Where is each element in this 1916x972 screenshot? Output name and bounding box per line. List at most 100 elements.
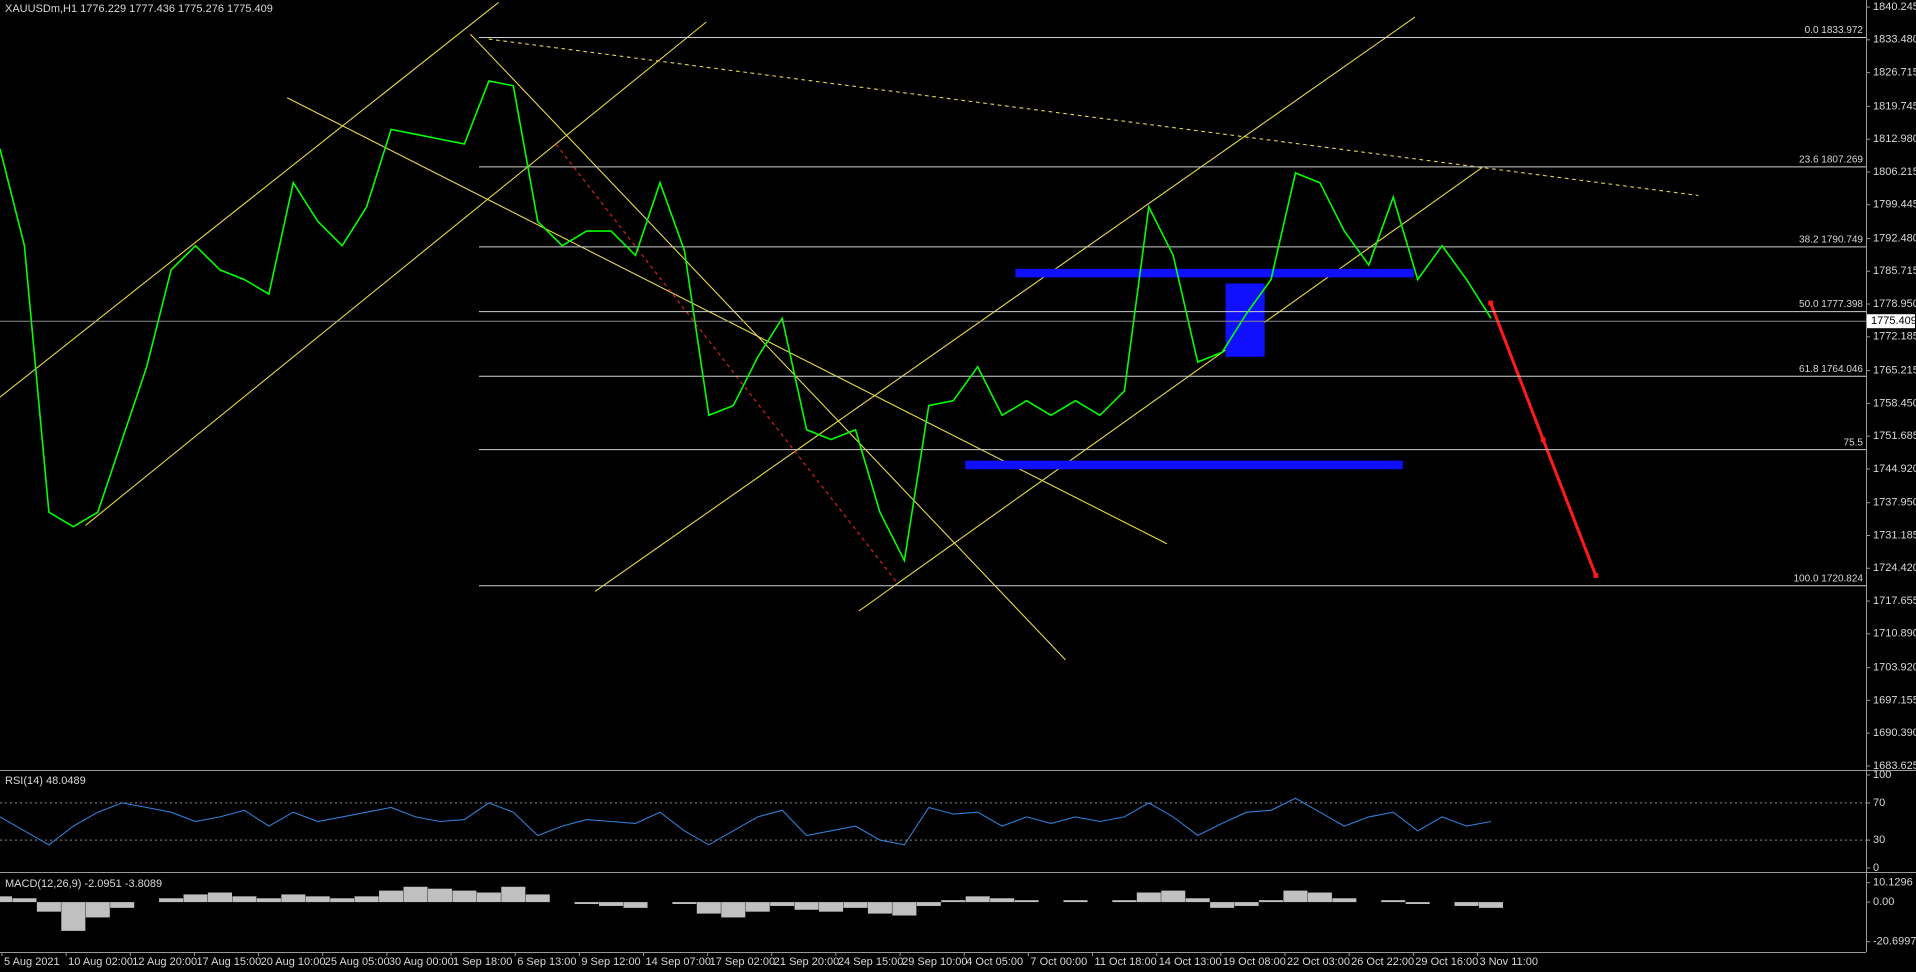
y-tick-label: -20.6997 bbox=[1873, 936, 1916, 948]
histogram-bar bbox=[721, 902, 746, 918]
y-tick-label: 1737.950 bbox=[1873, 497, 1916, 509]
histogram-bar bbox=[867, 902, 892, 914]
drawings bbox=[0, 2, 1699, 661]
y-tick-label: 1785.715 bbox=[1873, 265, 1916, 277]
time-label: 17 Sep 02:00 bbox=[710, 956, 775, 968]
histogram-bar bbox=[1381, 900, 1406, 903]
histogram-bar bbox=[990, 898, 1015, 903]
dashed-red-line bbox=[555, 143, 899, 585]
histogram-bar bbox=[672, 902, 697, 905]
histogram-bar bbox=[452, 890, 477, 903]
histogram-bar bbox=[696, 902, 721, 914]
histogram-bar bbox=[354, 896, 379, 903]
histogram-bar bbox=[965, 896, 990, 903]
y-tick-label: 1772.185 bbox=[1873, 331, 1916, 343]
y-tick-label: 1697.155 bbox=[1873, 694, 1916, 706]
channel-line bbox=[594, 16, 1416, 592]
histogram-bar bbox=[574, 902, 599, 905]
y-tick-label: 1703.920 bbox=[1873, 662, 1916, 674]
histogram-bar bbox=[159, 898, 184, 903]
panel-title: MACD(12,26,9) -2.0951 -3.8089 bbox=[5, 878, 162, 890]
time-label: 21 Sep 20:00 bbox=[774, 956, 839, 968]
histogram-bar bbox=[427, 888, 452, 903]
histogram-bar bbox=[281, 894, 306, 903]
y-tick-label: 0 bbox=[1873, 862, 1879, 874]
y-tick-label: 1819.745 bbox=[1873, 100, 1916, 112]
time-label: 4 Oct 05:00 bbox=[966, 956, 1023, 968]
channel-line bbox=[470, 33, 1066, 661]
histogram-bar bbox=[1332, 898, 1357, 903]
y-tick-label: 1792.480 bbox=[1873, 232, 1916, 244]
histogram-bar bbox=[403, 886, 428, 903]
time-label: 6 Sep 13:00 bbox=[517, 956, 576, 968]
arrow-node bbox=[1540, 437, 1546, 443]
histogram-bar bbox=[256, 898, 281, 903]
series-line bbox=[0, 79, 1492, 564]
histogram-bar bbox=[1478, 902, 1504, 908]
fib-label: 38.2 1790.749 bbox=[1799, 235, 1863, 246]
y-tick-label: 1812.980 bbox=[1873, 133, 1916, 145]
y-tick-label: 10.1296 bbox=[1873, 877, 1913, 889]
y-tick-label: 1765.215 bbox=[1873, 365, 1916, 377]
time-label: 17 Aug 15:00 bbox=[196, 956, 261, 968]
histogram-bar bbox=[1405, 902, 1430, 905]
histogram-bar bbox=[232, 896, 257, 903]
channel-line bbox=[0, 2, 499, 398]
channel-line bbox=[858, 166, 1483, 612]
time-label: 19 Oct 08:00 bbox=[1223, 956, 1286, 968]
zone bbox=[1015, 268, 1414, 278]
time-label: 14 Oct 13:00 bbox=[1159, 956, 1222, 968]
arrow-node bbox=[1488, 300, 1494, 306]
histogram-bar bbox=[819, 902, 844, 912]
time-label: 11 Oct 18:00 bbox=[1095, 956, 1157, 968]
histogram-bar bbox=[941, 900, 966, 903]
histogram-bar bbox=[12, 898, 37, 903]
y-tick-label: 0.00 bbox=[1873, 896, 1894, 908]
time-label: 14 Sep 07:00 bbox=[645, 956, 710, 968]
time-label: 3 Nov 11:00 bbox=[1479, 956, 1538, 968]
histogram-bar bbox=[61, 902, 86, 931]
time-label: 7 Oct 00:00 bbox=[1030, 956, 1087, 968]
y-tick-label: 1710.890 bbox=[1873, 628, 1916, 640]
histogram-bar bbox=[770, 902, 795, 906]
y-tick-label: 1724.420 bbox=[1873, 562, 1916, 574]
histogram-bar bbox=[623, 902, 648, 908]
time-label: 29 Sep 10:00 bbox=[902, 956, 967, 968]
fib-label: 50.0 1777.398 bbox=[1799, 299, 1863, 310]
time-label: 10 Aug 02:00 bbox=[68, 956, 133, 968]
fib-label: 23.6 1807.269 bbox=[1799, 154, 1863, 165]
time-label: 22 Oct 03:00 bbox=[1287, 956, 1350, 968]
time-label: 30 Aug 00:00 bbox=[389, 956, 454, 968]
y-tick-label: 100 bbox=[1873, 769, 1891, 781]
fib-label: 100.0 1720.824 bbox=[1793, 573, 1863, 584]
histogram-bar bbox=[85, 902, 110, 918]
arrow-node bbox=[1593, 573, 1599, 578]
time-label: 24 Sep 15:00 bbox=[838, 956, 903, 968]
fib-label: 75.5 bbox=[1844, 437, 1864, 448]
histogram-bar bbox=[1454, 902, 1479, 906]
histogram-bar bbox=[183, 894, 208, 903]
time-label: 1 Sep 18:00 bbox=[453, 956, 512, 968]
series-line bbox=[0, 797, 1492, 846]
histogram-bar bbox=[1063, 900, 1088, 903]
histogram-bar bbox=[501, 886, 526, 903]
zone bbox=[1225, 283, 1265, 357]
y-tick-label: 1799.445 bbox=[1873, 199, 1916, 211]
y-tick-label: 1778.950 bbox=[1873, 298, 1916, 310]
histogram-bar bbox=[599, 902, 624, 906]
histogram-bar bbox=[1283, 890, 1308, 903]
histogram-bar bbox=[1014, 900, 1039, 903]
histogram-bar bbox=[892, 902, 917, 916]
histogram-bar bbox=[916, 902, 941, 906]
y-tick-label: 1744.920 bbox=[1873, 463, 1916, 475]
fib-label: 0.0 1833.972 bbox=[1805, 25, 1864, 36]
histogram-bar bbox=[379, 890, 404, 903]
histogram-bar bbox=[794, 902, 819, 910]
y-tick-label: 1731.185 bbox=[1873, 529, 1916, 541]
histogram-bar bbox=[1258, 900, 1284, 903]
y-tick-label: 30 bbox=[1873, 834, 1885, 846]
y-tick-label: 1826.715 bbox=[1873, 67, 1916, 79]
